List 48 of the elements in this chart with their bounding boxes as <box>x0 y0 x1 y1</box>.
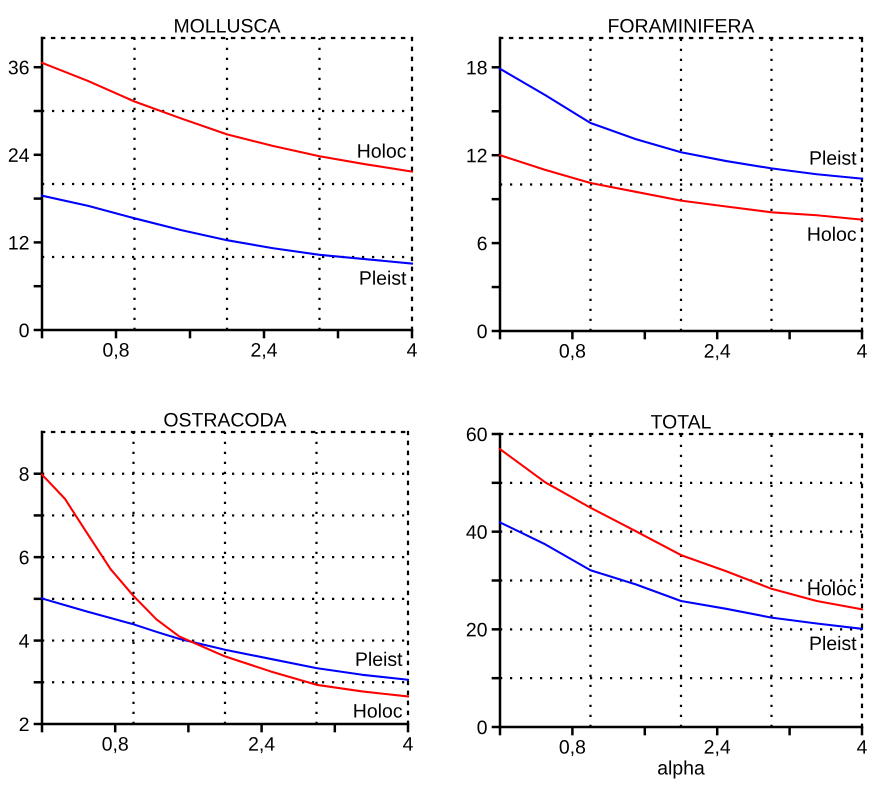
y-tick-label: 24 <box>8 148 29 162</box>
y-tick-label: 18 <box>467 60 487 75</box>
series-label: Pleist <box>810 636 856 650</box>
y-tick-label: 0 <box>477 720 487 734</box>
x-tick-label: 0,8 <box>560 344 586 360</box>
series-label: Pleist <box>810 150 856 165</box>
chart-title: MOLLUSCA <box>175 18 280 33</box>
series-label: Holoc <box>358 144 406 158</box>
y-tick-label: 40 <box>466 525 487 539</box>
y-tick-label: 36 <box>8 60 29 74</box>
y-tick-label: 2 <box>20 717 29 732</box>
y-tick-label: 0 <box>19 323 29 338</box>
x-tick-label: 4 <box>857 740 867 754</box>
line-series <box>498 68 864 180</box>
y-tick-label: 0 <box>477 324 487 338</box>
series-label: Pleist <box>356 652 402 666</box>
x-tick-label: 2,4 <box>704 740 730 756</box>
x-tick-label: 2,4 <box>249 737 275 754</box>
series-label: Pleist <box>360 270 406 285</box>
series-label: Holoc <box>808 581 856 596</box>
x-tick-label: 4 <box>407 343 417 357</box>
line-series <box>40 597 410 681</box>
x-tick-label: 4 <box>403 737 413 751</box>
y-tick-label: 12 <box>467 148 487 162</box>
chart-title: FORAMINIFERA <box>609 18 754 33</box>
chart-title: OSTRACODA <box>164 412 287 427</box>
x-tick-label: 0,8 <box>560 740 586 756</box>
x-tick-label: 4 <box>857 344 867 358</box>
line-series <box>40 62 414 173</box>
series-label: Holoc <box>354 703 402 718</box>
x-tick-label: 0,8 <box>102 737 128 754</box>
y-tick-label: 20 <box>466 622 487 637</box>
y-tick-label: 8 <box>20 467 29 481</box>
line-series <box>40 474 410 698</box>
y-tick-label: 12 <box>9 236 29 250</box>
x-tick-label: 2,4 <box>251 343 277 360</box>
x-axis-title: alpha <box>658 760 705 779</box>
x-tick-label: 2,4 <box>704 344 730 360</box>
y-tick-label: 6 <box>478 236 487 250</box>
line-series <box>40 194 414 265</box>
y-tick-label: 4 <box>19 634 29 648</box>
line-series <box>498 521 864 630</box>
series-label: Holoc <box>808 226 856 241</box>
y-tick-label: 60 <box>466 427 487 442</box>
chart-title: TOTAL <box>650 414 711 429</box>
line-series <box>498 448 864 610</box>
y-tick-label: 6 <box>20 550 29 564</box>
x-tick-label: 0,8 <box>103 343 129 360</box>
